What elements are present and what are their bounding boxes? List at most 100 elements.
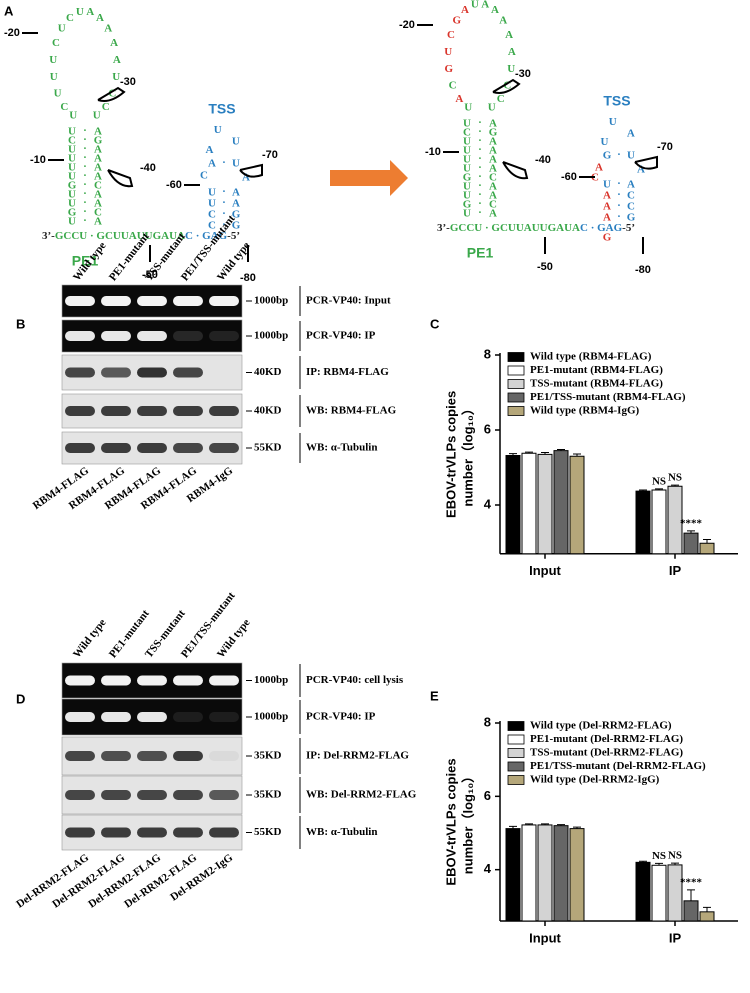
nucleotide: G (68, 180, 77, 192)
nucleotide: C (66, 12, 74, 24)
band (137, 296, 167, 306)
band (173, 296, 203, 306)
marker-label: 35KD (254, 750, 282, 762)
nucleotide: U (463, 145, 471, 157)
position-label: -10 (425, 146, 441, 158)
nucleotide: C (503, 79, 511, 91)
bond-dot: · (478, 135, 482, 147)
band (101, 790, 131, 800)
bar (553, 450, 569, 555)
band (173, 790, 203, 800)
error-bar (525, 823, 533, 825)
error-bar (557, 824, 565, 826)
nucleotide: A (461, 4, 469, 16)
significance: **** (680, 876, 703, 888)
nucleotide: A (505, 29, 513, 41)
position-label: -70 (262, 149, 278, 161)
row-label: PCR-VP40: Input (306, 295, 391, 307)
band (65, 367, 95, 378)
panel-letter: A (4, 3, 14, 18)
band (65, 827, 95, 838)
bar (505, 828, 521, 922)
nucleotide: C (108, 87, 116, 99)
band (173, 751, 203, 761)
error-bar (509, 453, 517, 456)
legend-swatch (507, 748, 525, 758)
bond-dot: · (83, 197, 87, 209)
band (173, 675, 203, 686)
nucleotide: U (463, 181, 471, 193)
position-tick (502, 161, 529, 180)
nucleotide: U (444, 46, 452, 58)
strand: 3’-GCCU · GCUUAUUGAUAC · GAG-5’ (437, 222, 635, 234)
strand-segment: C · GAG (580, 222, 623, 234)
nucleotide: A (499, 14, 507, 26)
nucleotide: A (104, 22, 112, 34)
nucleotide: A (481, 0, 489, 10)
strand-segment: 3’- (437, 222, 450, 234)
y-axis-label: number（log₁₀） (460, 402, 475, 506)
marker-label: 55KD (254, 442, 282, 454)
nucleotide: A (94, 162, 102, 174)
nucleotide: U (93, 110, 101, 122)
y-axis-label: EBOV-trVLPs copies (443, 391, 458, 518)
tss-label: TSS (208, 101, 235, 117)
band (209, 331, 239, 341)
bond-dot: · (83, 188, 87, 200)
nucleotide: C (449, 79, 457, 91)
nucleotide: U (58, 22, 66, 34)
error-bar (541, 452, 549, 455)
nucleotide: A (491, 4, 499, 16)
error-bar (671, 862, 679, 865)
error-bar (509, 825, 517, 829)
nucleotide: C (591, 172, 599, 184)
band (173, 367, 203, 378)
y-tick-label: 4 (484, 496, 492, 511)
nucleotide: A (94, 144, 102, 156)
band (101, 443, 131, 453)
legend-swatch (507, 761, 525, 772)
row-label: WB: RBM4-FLAG (306, 405, 397, 417)
band (137, 331, 167, 341)
bond-dot: · (617, 200, 621, 212)
nucleotide: A (94, 126, 102, 138)
band (101, 675, 131, 686)
nucleotide: G (603, 150, 612, 162)
bond-dot: · (478, 207, 482, 219)
position-label: -60 (561, 171, 577, 183)
nucleotide: G (232, 209, 241, 221)
nucleotide: U (208, 187, 216, 199)
position-label: -20 (4, 27, 20, 39)
bond-dot: · (617, 189, 621, 201)
bond-dot: · (478, 189, 482, 201)
marker-label: 1000bp (254, 711, 288, 723)
nucleotide: C (627, 190, 635, 202)
nucleotide: U (68, 189, 76, 201)
nucleotide: U (463, 190, 471, 202)
marker-label: 40KD (254, 405, 282, 417)
position-label: -30 (120, 76, 136, 88)
nucleotide: A (455, 93, 463, 105)
row-label: PCR-VP40: IP (306, 711, 376, 723)
legend-label: PE1-mutant (Del-RRM2-FLAG) (530, 733, 683, 745)
nucleotide: U (54, 87, 62, 99)
row-label: WB: Del-RRM2-FLAG (306, 789, 417, 801)
legend-swatch (507, 721, 525, 731)
nucleotide: A (232, 198, 240, 210)
nucleotide: C (497, 93, 505, 105)
arrow (330, 160, 408, 196)
strand-segment: -5’ (622, 222, 635, 234)
nucleotide: A (96, 12, 104, 24)
band (173, 712, 203, 722)
nucleotide: U (49, 54, 57, 66)
nucleotide: A (113, 54, 121, 66)
nucleotide: A (489, 208, 497, 220)
bond-dot: · (222, 219, 226, 231)
nucleotide: U (463, 136, 471, 148)
band (137, 675, 167, 686)
bar (569, 455, 585, 555)
nucleotide: U (627, 150, 635, 162)
lane-label: Wild type (215, 617, 253, 661)
